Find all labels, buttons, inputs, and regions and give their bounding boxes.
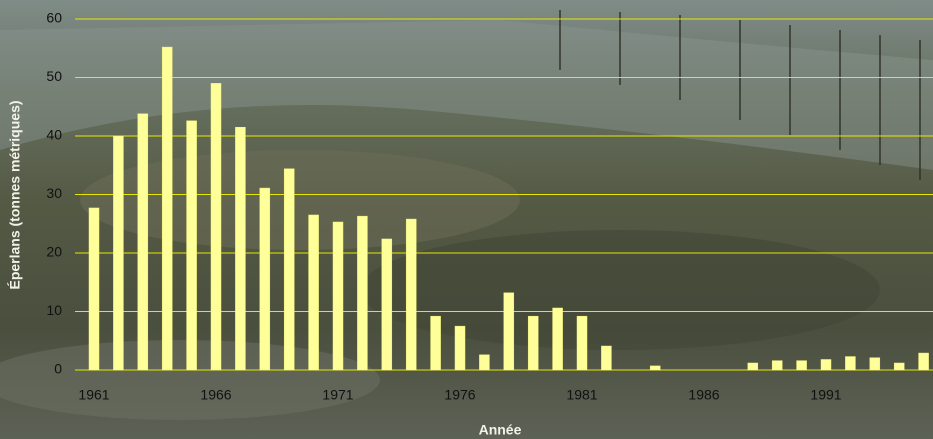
- bar: [552, 307, 563, 371]
- bar: [845, 356, 856, 371]
- bar: [235, 126, 246, 371]
- bar: [259, 187, 271, 371]
- x-tick-label: 1991: [810, 387, 841, 403]
- bar: [113, 135, 124, 371]
- y-tick-label: 40: [46, 127, 62, 143]
- bar: [820, 359, 832, 371]
- y-axis-title: Éperlans (tonnes métriques): [7, 100, 23, 289]
- bar: [137, 113, 149, 371]
- bar: [357, 215, 368, 371]
- bar: [527, 315, 539, 371]
- bar: [747, 362, 759, 371]
- bar: [405, 218, 417, 371]
- bar: [430, 315, 441, 371]
- y-tick-label: 60: [46, 10, 62, 26]
- x-tick-label: 1971: [322, 387, 353, 403]
- bar: [869, 357, 881, 371]
- bar: [186, 120, 197, 371]
- bar: [479, 354, 490, 371]
- x-tick-label: 1961: [78, 387, 109, 403]
- x-tick-label: 1981: [566, 387, 597, 403]
- bar: [503, 292, 515, 371]
- bar: [308, 214, 319, 371]
- bar: [649, 365, 661, 371]
- bar: [893, 362, 905, 371]
- bar: [601, 345, 612, 371]
- y-tick-label: 20: [46, 244, 62, 260]
- bar: [576, 315, 588, 371]
- bar: [161, 46, 173, 371]
- bar: [88, 207, 100, 371]
- y-tick-label: 10: [46, 302, 62, 318]
- bar: [332, 221, 344, 371]
- y-tick-label: 0: [54, 361, 62, 377]
- bar: [918, 352, 929, 371]
- bar: [454, 325, 466, 371]
- bar: [283, 168, 295, 371]
- bar: [771, 360, 783, 371]
- x-tick-label: 1976: [444, 387, 475, 403]
- x-tick-label: 1966: [200, 387, 231, 403]
- y-tick-label: 50: [46, 68, 62, 84]
- x-tick-label: 1986: [688, 387, 719, 403]
- y-tick-label: 30: [46, 185, 62, 201]
- bar: [381, 238, 393, 371]
- bar: [210, 83, 222, 371]
- x-axis-title: Année: [479, 422, 522, 438]
- bar: [796, 360, 807, 371]
